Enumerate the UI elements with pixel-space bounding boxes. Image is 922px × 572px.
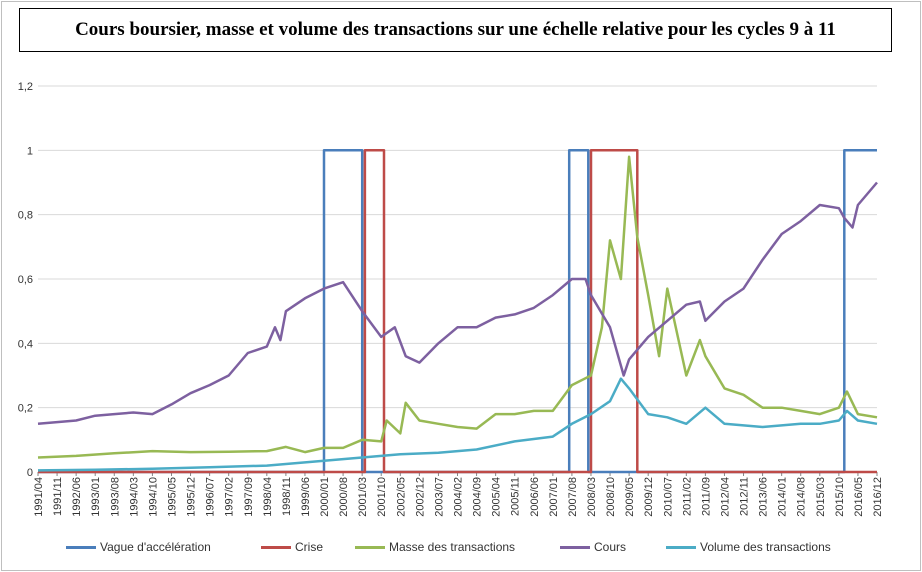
legend-label: Crise bbox=[295, 540, 324, 554]
legend-label: Volume des transactions bbox=[700, 540, 831, 554]
x-tick-label: 2004/09 bbox=[472, 477, 484, 517]
y-tick-label: 0,8 bbox=[18, 210, 33, 222]
series-line-1 bbox=[38, 149, 877, 474]
series-line-3 bbox=[37, 181, 878, 426]
y-tick-label: 0,4 bbox=[18, 338, 33, 350]
x-tick-label: 2013/06 bbox=[758, 477, 770, 517]
y-tick-label: 1,2 bbox=[18, 81, 33, 93]
x-tick-label: 2016/05 bbox=[853, 477, 865, 517]
x-tick-label: 2014/01 bbox=[777, 477, 789, 517]
legend-item: Masse des transactions bbox=[355, 540, 515, 554]
x-tick-label: 2000/08 bbox=[338, 477, 350, 517]
x-tick-label: 2007/08 bbox=[567, 477, 579, 517]
legend-label: Cours bbox=[594, 540, 627, 554]
series-line-4 bbox=[37, 377, 878, 472]
x-tick-label: 1995/12 bbox=[186, 477, 198, 517]
legend-label: Masse des transactions bbox=[389, 540, 516, 554]
x-tick-label: 2009/05 bbox=[624, 477, 636, 517]
line-chart: 00,20,40,60,811,2 1991/04 1991/11 1992/06 1… bbox=[18, 81, 884, 517]
x-tick-label: 2009/12 bbox=[643, 477, 655, 517]
legend-swatch bbox=[66, 545, 96, 549]
chart-title: Cours boursier, masse et volume des tran… bbox=[75, 19, 836, 40]
legend-swatch bbox=[355, 545, 385, 549]
x-tick-label: 2008/03 bbox=[586, 477, 598, 517]
legend-item: Cours bbox=[560, 540, 626, 554]
x-tick-label: 2007/01 bbox=[548, 477, 560, 517]
x-tick-label: 2012/11 bbox=[739, 477, 751, 516]
x-tick-label: 2015/03 bbox=[815, 477, 827, 517]
legend-swatch bbox=[560, 545, 590, 549]
chart-title-box: Cours boursier, masse et volume des tran… bbox=[19, 8, 892, 52]
x-tick-label: 1995/05 bbox=[166, 477, 178, 517]
legend-item: Volume des transactions bbox=[666, 540, 831, 554]
x-tick-label: 2001/03 bbox=[357, 477, 369, 517]
x-tick-label: 2012/04 bbox=[719, 477, 731, 517]
series-lines bbox=[37, 149, 878, 474]
y-axis: 0 0,2 0,4 0,6 0,8 1 1,2 bbox=[18, 81, 33, 479]
x-tick-label: 2011/09 bbox=[700, 477, 712, 516]
x-tick-label: 1993/01 bbox=[90, 477, 102, 517]
x-tick-label: 2006/06 bbox=[529, 477, 541, 517]
x-tick-label: 1994/10 bbox=[147, 477, 159, 517]
x-tick-label: 2011/02 bbox=[681, 477, 693, 516]
x-tick-label: 2004/02 bbox=[453, 477, 465, 517]
y-tick-label: 0 bbox=[27, 467, 33, 479]
x-tick-label: 1999/06 bbox=[300, 477, 312, 517]
x-tick-label: 1993/08 bbox=[109, 477, 121, 517]
x-tick-label: 2000/01 bbox=[319, 477, 331, 517]
x-tick-label: 2015/10 bbox=[834, 477, 846, 517]
legend-swatch bbox=[261, 545, 291, 549]
y-tick-label: 0,2 bbox=[18, 403, 33, 415]
x-tick-label: 2010/07 bbox=[662, 477, 674, 517]
series-line-2 bbox=[37, 155, 878, 459]
x-tick-label: 1997/02 bbox=[224, 477, 236, 517]
x-tick-label: 2001/10 bbox=[376, 477, 388, 517]
x-tick-label: 2003/07 bbox=[433, 477, 445, 517]
x-tick-label: 1998/11 bbox=[281, 477, 293, 516]
legend-swatch bbox=[666, 545, 696, 549]
y-tick-label: 1 bbox=[27, 145, 33, 157]
x-tick-label: 2002/12 bbox=[414, 477, 426, 517]
x-tick-label: 2005/11 bbox=[510, 477, 522, 516]
x-tick-label: 1994/03 bbox=[128, 477, 140, 517]
legend: Vague d'accélération Crise Masse des trans… bbox=[0, 540, 922, 562]
x-tick-label: 2014/08 bbox=[796, 477, 808, 517]
x-tick-label: 1991/11 bbox=[52, 477, 64, 516]
x-tick-label: 2016/12 bbox=[872, 477, 884, 517]
x-tick-label: 1992/06 bbox=[71, 477, 83, 517]
legend-item: Crise bbox=[261, 540, 323, 554]
legend-label: Vague d'accélération bbox=[100, 540, 211, 554]
series-line-0 bbox=[38, 149, 877, 474]
y-tick-label: 0,6 bbox=[18, 274, 33, 286]
x-tick-label: 2002/05 bbox=[395, 477, 407, 517]
x-tick-label: 2005/04 bbox=[491, 477, 503, 517]
legend-item: Vague d'accélération bbox=[66, 540, 211, 554]
x-tick-label: 1997/09 bbox=[243, 477, 255, 517]
x-tick-label: 1996/07 bbox=[205, 477, 217, 517]
x-tick-label: 1991/04 bbox=[33, 477, 45, 517]
x-tick-label: 1998/04 bbox=[262, 477, 274, 517]
x-axis: 1991/04 1991/11 1992/06 1993/01 1993/08 1994/… bbox=[33, 472, 884, 517]
x-tick-label: 2008/10 bbox=[605, 477, 617, 517]
